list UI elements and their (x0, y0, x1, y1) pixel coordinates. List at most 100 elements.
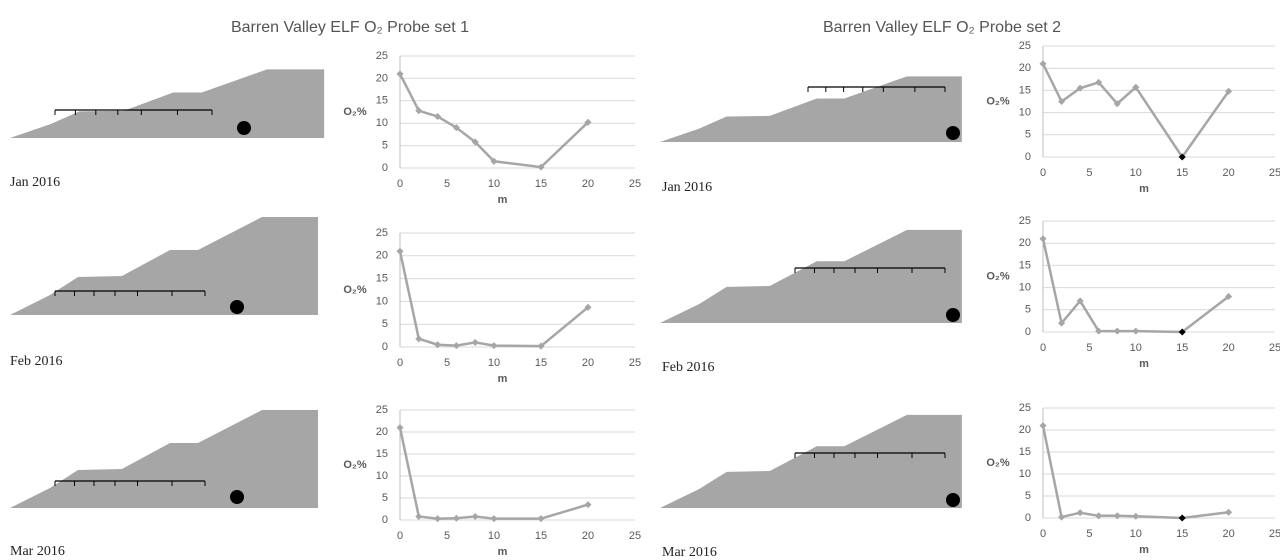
x-tick-label: 20 (1222, 342, 1234, 354)
date-label: Jan 2016 (662, 180, 712, 195)
data-point (415, 335, 422, 342)
x-tick-label: 15 (535, 357, 547, 369)
data-point (396, 248, 403, 255)
data-point (453, 342, 460, 349)
data-point (396, 424, 403, 431)
date-label: Mar 2016 (10, 544, 65, 559)
data-point (1132, 513, 1139, 520)
x-axis-label: m (1139, 544, 1149, 556)
x-tick-label: 5 (1086, 342, 1092, 354)
probe-marker (946, 493, 960, 507)
x-tick-label: 25 (1269, 528, 1280, 540)
y-tick-label: 0 (382, 514, 388, 526)
y-tick-label: 25 (1019, 215, 1031, 227)
date-label: Feb 2016 (10, 354, 63, 369)
data-point (490, 515, 497, 522)
x-tick-label: 20 (582, 357, 594, 369)
x-tick-label: 5 (444, 357, 450, 369)
x-tick-label: 20 (582, 530, 594, 542)
x-tick-label: 0 (397, 530, 403, 542)
probe-marker (237, 121, 251, 135)
y-tick-label: 0 (382, 162, 388, 174)
figure: Barren Valley ELF O₂ Probe set 1 Barren … (0, 0, 1280, 560)
data-point (434, 515, 441, 522)
slope-diagram (660, 230, 962, 323)
x-tick-label: 10 (1130, 342, 1142, 354)
y-axis-label: O₂% (343, 284, 366, 296)
probe-marker (946, 308, 960, 322)
data-point (1039, 422, 1046, 429)
data-point (1179, 514, 1186, 521)
y-tick-label: 5 (382, 492, 388, 504)
slope-diagram (10, 217, 318, 315)
data-line (1043, 239, 1229, 332)
x-tick-label: 25 (629, 357, 641, 369)
x-tick-label: 5 (444, 178, 450, 190)
data-point (537, 515, 544, 522)
y-tick-label: 10 (376, 295, 388, 307)
data-point (1114, 328, 1121, 335)
x-tick-label: 15 (1176, 167, 1188, 179)
data-line (400, 74, 588, 167)
data-point (1132, 328, 1139, 335)
x-tick-label: 25 (1269, 342, 1280, 354)
x-axis-label: m (498, 194, 508, 206)
x-tick-label: 5 (1086, 167, 1092, 179)
y-tick-label: 5 (1025, 490, 1031, 502)
data-point (472, 513, 479, 520)
y-tick-label: 20 (376, 426, 388, 438)
x-tick-label: 25 (629, 178, 641, 190)
y-tick-label: 20 (376, 250, 388, 262)
x-tick-label: 20 (1222, 528, 1234, 540)
data-line (1043, 64, 1229, 157)
y-tick-label: 10 (1019, 282, 1031, 294)
x-axis-label: m (1139, 358, 1149, 370)
x-tick-label: 15 (535, 178, 547, 190)
y-tick-label: 15 (376, 95, 388, 107)
x-tick-label: 20 (1222, 167, 1234, 179)
y-tick-label: 20 (376, 72, 388, 84)
y-tick-label: 10 (1019, 468, 1031, 480)
date-label: Jan 2016 (10, 175, 60, 190)
y-axis-label: O₂% (343, 106, 366, 118)
date-label: Mar 2016 (662, 545, 717, 560)
y-tick-label: 5 (382, 140, 388, 152)
y-tick-label: 10 (1019, 107, 1031, 119)
x-tick-label: 25 (629, 530, 641, 542)
y-tick-label: 15 (1019, 259, 1031, 271)
probe-marker (230, 490, 244, 504)
y-tick-label: 10 (376, 470, 388, 482)
y-tick-label: 25 (376, 227, 388, 239)
x-tick-label: 25 (1269, 167, 1280, 179)
x-tick-label: 0 (397, 357, 403, 369)
y-tick-label: 0 (1025, 512, 1031, 524)
probe-marker (946, 126, 960, 140)
set-title: Barren Valley ELF O₂ Probe set 2 (823, 19, 1061, 36)
data-point (1039, 235, 1046, 242)
data-point (453, 515, 460, 522)
y-tick-label: 25 (376, 50, 388, 62)
y-tick-label: 0 (1025, 151, 1031, 163)
y-axis-label: O₂% (986, 270, 1009, 282)
x-tick-label: 0 (1040, 528, 1046, 540)
x-tick-label: 0 (397, 178, 403, 190)
y-tick-label: 20 (1019, 424, 1031, 436)
x-tick-label: 10 (1130, 528, 1142, 540)
x-tick-label: 15 (1176, 528, 1188, 540)
data-line (1043, 426, 1229, 518)
data-point (584, 501, 591, 508)
x-tick-label: 10 (488, 357, 500, 369)
y-tick-label: 5 (1025, 129, 1031, 141)
date-label: Feb 2016 (662, 360, 715, 375)
x-tick-label: 0 (1040, 342, 1046, 354)
y-tick-label: 5 (1025, 304, 1031, 316)
y-tick-label: 20 (1019, 237, 1031, 249)
y-tick-label: 25 (1019, 40, 1031, 52)
y-tick-label: 10 (376, 117, 388, 129)
y-tick-label: 0 (382, 341, 388, 353)
x-tick-label: 15 (1176, 342, 1188, 354)
y-axis-label: O₂% (986, 457, 1009, 469)
x-axis-label: m (498, 546, 508, 558)
y-tick-label: 15 (376, 273, 388, 285)
data-point (1058, 514, 1065, 521)
